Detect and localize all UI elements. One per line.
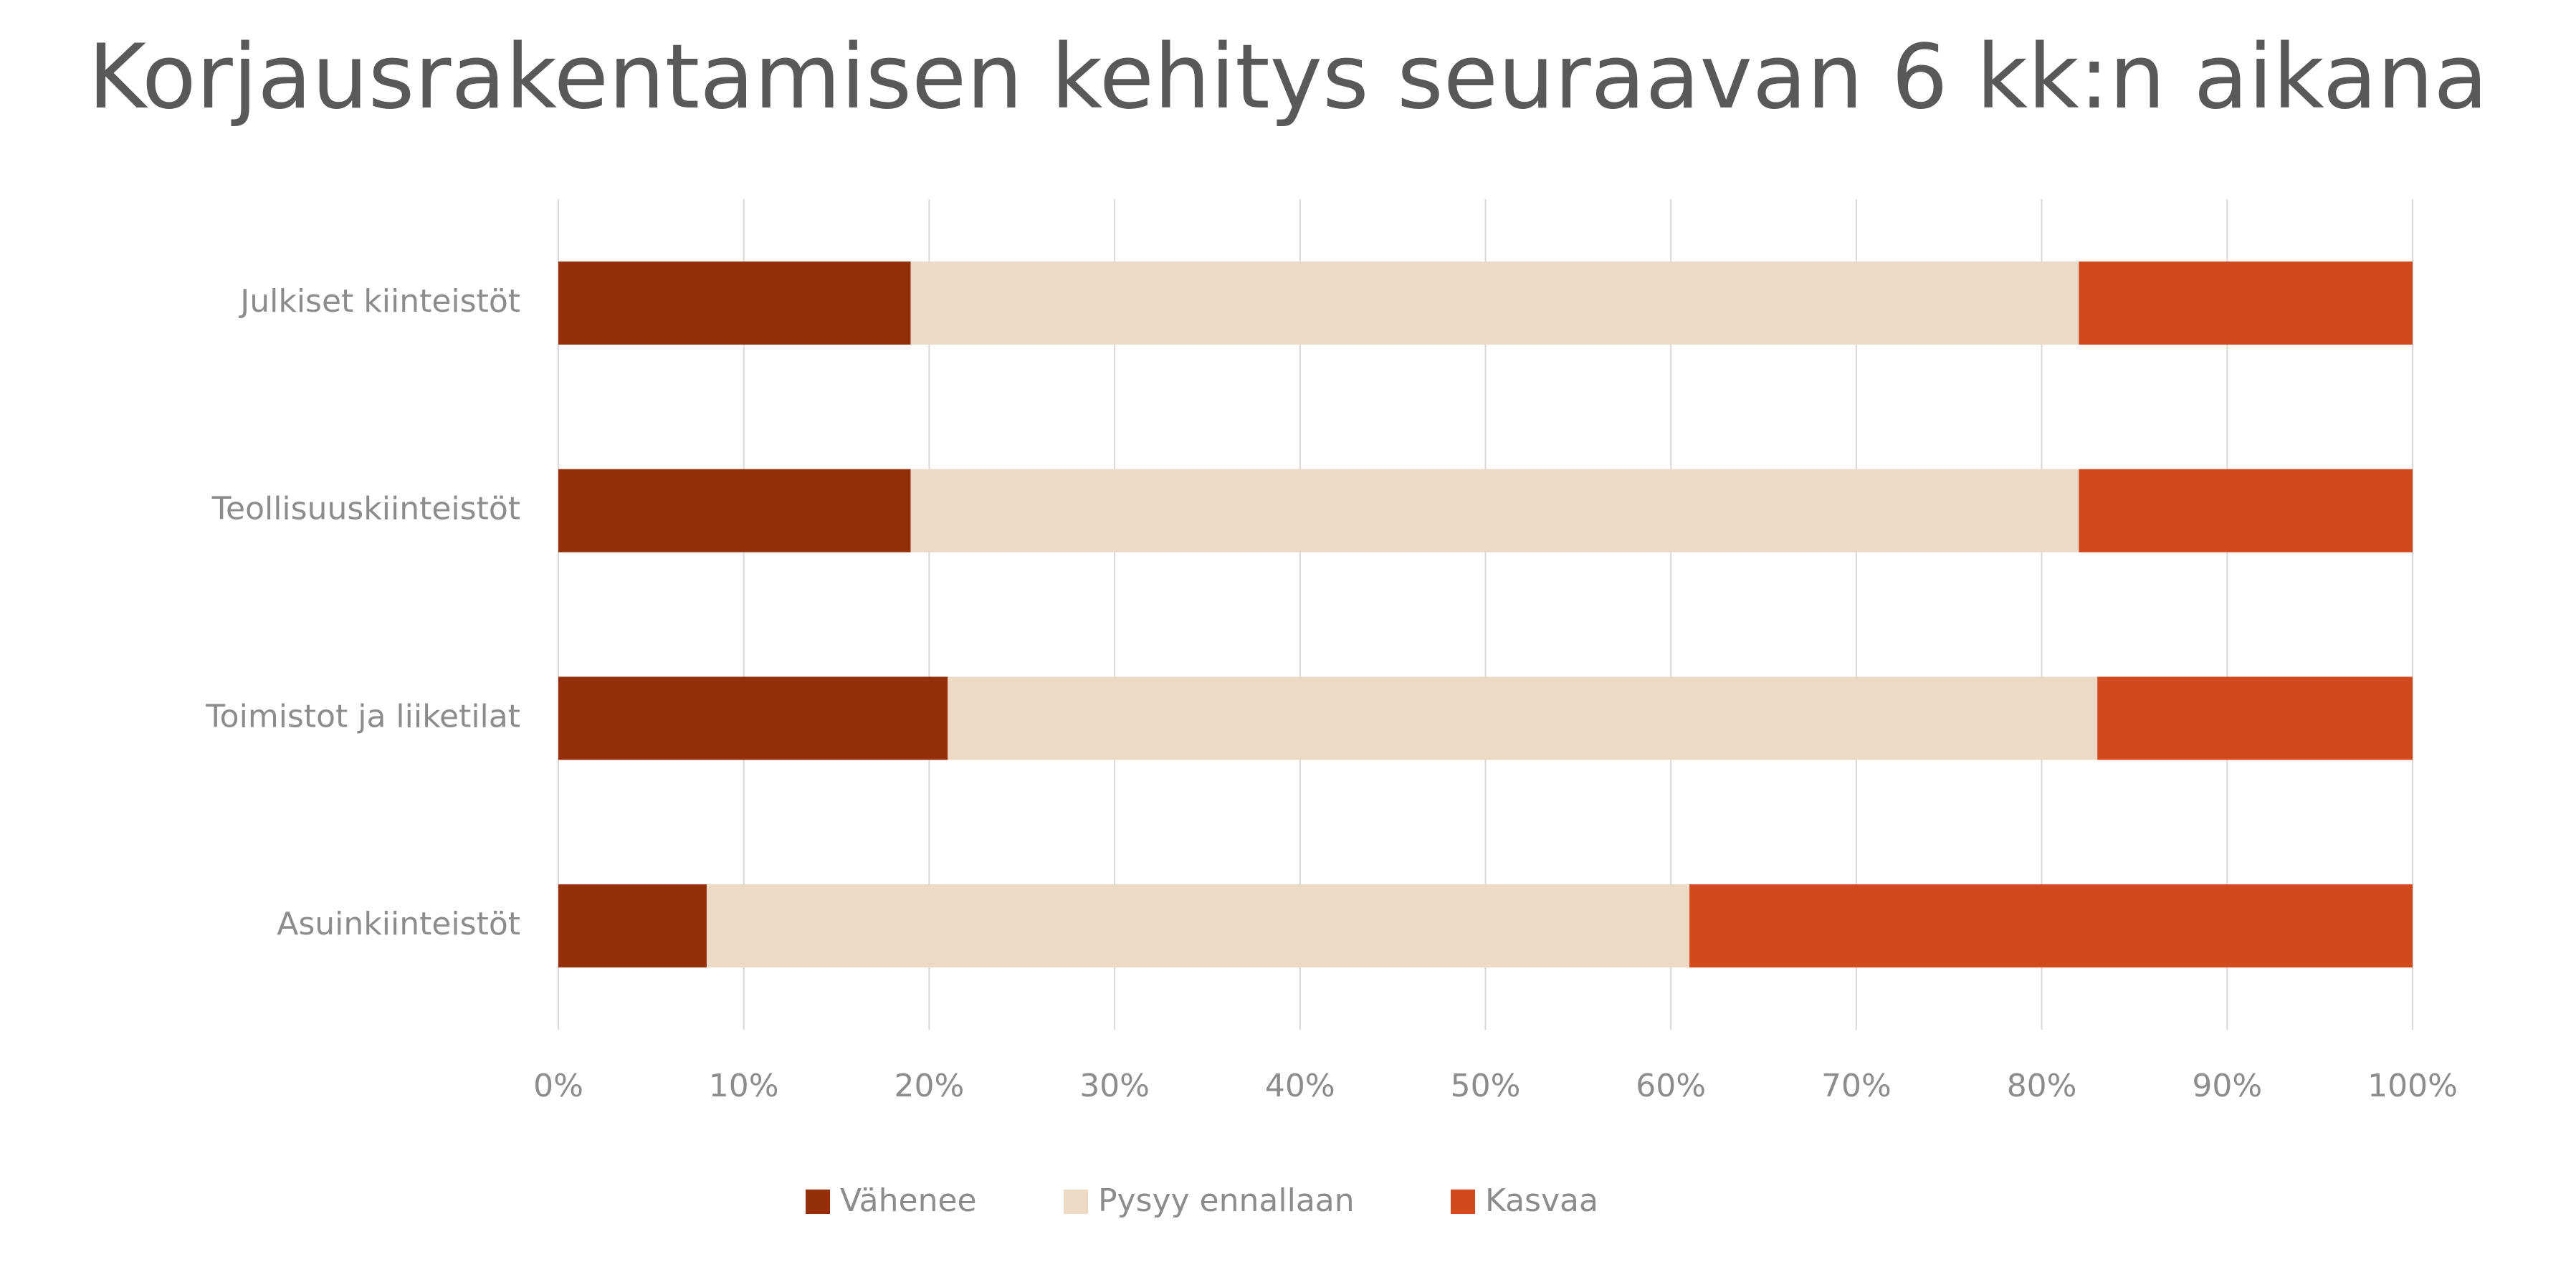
legend-label: Vähenee (840, 1182, 977, 1219)
bar-segment (558, 469, 911, 552)
bar-segment (2097, 676, 2413, 760)
bar-segment (1689, 884, 2413, 968)
x-tick-label: 60% (1636, 1068, 1706, 1104)
bar-segment (2079, 469, 2413, 552)
bar-segment (948, 676, 2098, 760)
y-tick-label: Asuinkiinteistöt (277, 906, 520, 942)
legend-swatch (1064, 1190, 1088, 1214)
legend-label: Kasvaa (1485, 1182, 1598, 1219)
legend-swatch (806, 1190, 830, 1214)
x-tick-label: 10% (709, 1068, 779, 1104)
y-tick-label: Teollisuuskiinteistöt (211, 491, 520, 527)
x-tick-label: 50% (1451, 1068, 1521, 1104)
x-tick-label: 70% (1821, 1068, 1892, 1104)
chart-title: Korjausrakentamisen kehitys seuraavan 6 … (88, 26, 2488, 129)
x-tick-label: 30% (1079, 1068, 1150, 1104)
legend-label: Pysyy ennallaan (1098, 1182, 1355, 1219)
x-tick-label: 0% (533, 1068, 583, 1104)
x-tick-label: 40% (1265, 1068, 1335, 1104)
x-tick-label: 80% (2007, 1068, 2077, 1104)
x-tick-label: 100% (2367, 1068, 2458, 1104)
bar-segment (558, 261, 911, 345)
bar-segment (558, 884, 707, 968)
bar-segment (558, 676, 948, 760)
bar-segment (2079, 261, 2413, 345)
x-tick-label: 90% (2192, 1068, 2262, 1104)
legend-swatch (1451, 1190, 1475, 1214)
bar-segment (910, 469, 2079, 552)
x-tick-label: 20% (895, 1068, 965, 1104)
bar-segment (706, 884, 1690, 968)
y-tick-label: Toimistot ja liiketilat (205, 698, 520, 735)
y-tick-label: Julkiset kiinteistöt (238, 283, 520, 320)
bar-segment (910, 261, 2079, 345)
